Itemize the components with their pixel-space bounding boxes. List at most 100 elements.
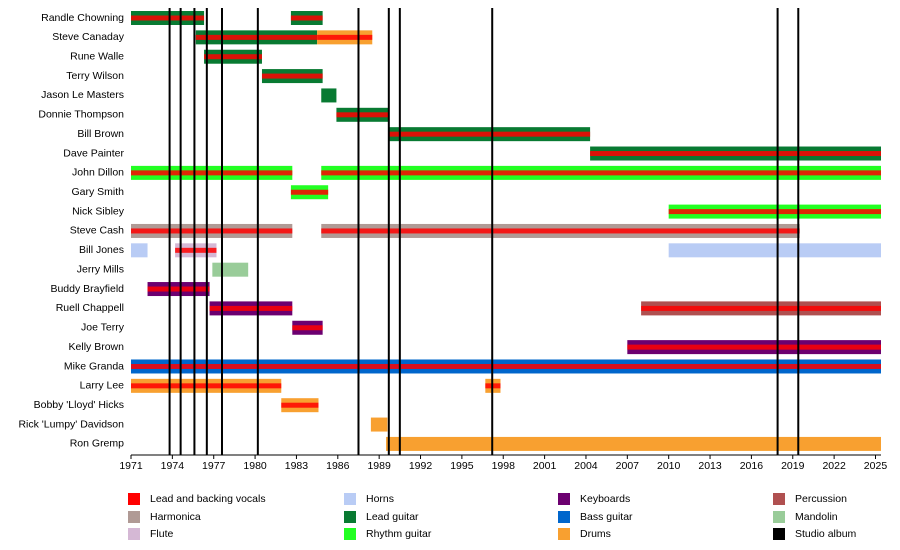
x-tick-label: 1989	[367, 460, 391, 472]
member-period	[590, 146, 881, 161]
period-bar	[321, 88, 337, 103]
period-stripe	[336, 112, 389, 118]
period-stripe	[290, 189, 329, 195]
member-period	[261, 69, 323, 84]
legend-label: Studio album	[795, 528, 857, 540]
member-name: Donnie Thompson	[38, 109, 124, 121]
x-tick-label: 2022	[822, 460, 846, 472]
member-period	[668, 204, 881, 219]
member-name: Kelly Brown	[69, 341, 125, 353]
member-period	[131, 243, 148, 258]
member-name: Ruell Chappell	[56, 302, 124, 314]
period-stripe	[175, 247, 217, 253]
legend-swatch	[128, 493, 140, 505]
x-tick-label: 2004	[574, 460, 598, 472]
period-stripe	[131, 228, 293, 234]
member-name: Bobby 'Lloyd' Hicks	[34, 399, 124, 411]
legend-label: Percussion	[795, 493, 847, 505]
member-period	[336, 107, 389, 122]
period-stripe	[290, 15, 323, 21]
member-period	[212, 262, 249, 277]
member-name: Gary Smith	[71, 186, 124, 198]
x-tick-label: 1995	[450, 460, 474, 472]
member-name: Buddy Brayfield	[50, 283, 124, 295]
period-stripe	[388, 131, 591, 137]
member-period	[290, 185, 329, 200]
member-name: Larry Lee	[80, 380, 125, 392]
x-tick-label: 1980	[243, 460, 267, 472]
x-tick-label: 1974	[161, 460, 185, 472]
period-stripe	[131, 363, 881, 369]
member-name: Jason Le Masters	[41, 89, 124, 101]
member-period	[147, 282, 210, 297]
x-tick-label: 1992	[409, 460, 433, 472]
member-name: Nick Sibley	[72, 205, 125, 217]
period-stripe	[131, 170, 293, 176]
x-tick-label: 1986	[326, 460, 350, 472]
legend-label: Horns	[366, 493, 394, 505]
member-period	[386, 436, 881, 451]
period-bar	[386, 436, 881, 451]
legend-swatch	[344, 493, 356, 505]
legend-label: Harmonica	[150, 511, 201, 523]
member-period	[195, 30, 318, 45]
member-name: Ron Gremp	[70, 438, 124, 450]
member-name: Bill Jones	[79, 244, 124, 256]
member-period	[317, 30, 373, 45]
member-name: Mike Granda	[64, 360, 124, 372]
member-period	[131, 223, 293, 238]
member-name: Rick 'Lumpy' Davidson	[18, 418, 124, 430]
period-stripe	[641, 305, 881, 311]
member-period	[131, 359, 881, 374]
member-period	[388, 127, 591, 142]
x-tick-label: 1983	[285, 460, 309, 472]
legend-swatch	[558, 493, 570, 505]
legend-label: Bass guitar	[580, 511, 633, 523]
member-period	[321, 88, 337, 103]
member-name: John Dillon	[72, 167, 124, 179]
period-stripe	[668, 209, 881, 215]
x-tick-label: 1977	[202, 460, 226, 472]
period-stripe	[281, 402, 319, 408]
x-tick-label: 1998	[492, 460, 516, 472]
period-stripe	[131, 15, 205, 21]
legend-swatch	[128, 528, 140, 540]
member-period	[290, 11, 323, 25]
legend-label: Lead guitar	[366, 511, 419, 523]
member-period	[209, 301, 293, 316]
member-period	[292, 320, 323, 335]
period-bar	[668, 243, 881, 258]
x-tick-label: 2001	[533, 460, 557, 472]
member-period	[668, 243, 881, 258]
member-period	[370, 417, 388, 432]
x-tick-label: 1971	[119, 460, 143, 472]
member-name: Dave Painter	[63, 147, 124, 159]
period-stripe	[321, 228, 800, 234]
member-period	[131, 11, 205, 25]
member-period	[321, 223, 800, 238]
legend-label: Keyboards	[580, 493, 630, 505]
member-period	[641, 301, 881, 316]
member-name: Terry Wilson	[66, 70, 124, 82]
x-tick-label: 2007	[616, 460, 640, 472]
member-name: Joe Terry	[81, 322, 125, 334]
x-tick-label: 2025	[864, 460, 888, 472]
x-tick-label: 2010	[657, 460, 681, 472]
member-period	[321, 165, 882, 180]
legend-swatch	[344, 528, 356, 540]
legend-swatch	[558, 511, 570, 523]
period-stripe	[204, 54, 262, 60]
period-bar	[131, 243, 148, 258]
member-name: Randle Chowning	[41, 12, 124, 24]
period-stripe	[209, 305, 293, 311]
legend-swatch	[773, 511, 785, 523]
legend-swatch	[558, 528, 570, 540]
legend-label: Mandolin	[795, 511, 838, 523]
member-period	[627, 340, 881, 355]
legend-swatch	[773, 493, 785, 505]
legend-swatch	[773, 528, 785, 540]
period-bar	[370, 417, 388, 432]
member-name: Bill Brown	[77, 128, 124, 140]
